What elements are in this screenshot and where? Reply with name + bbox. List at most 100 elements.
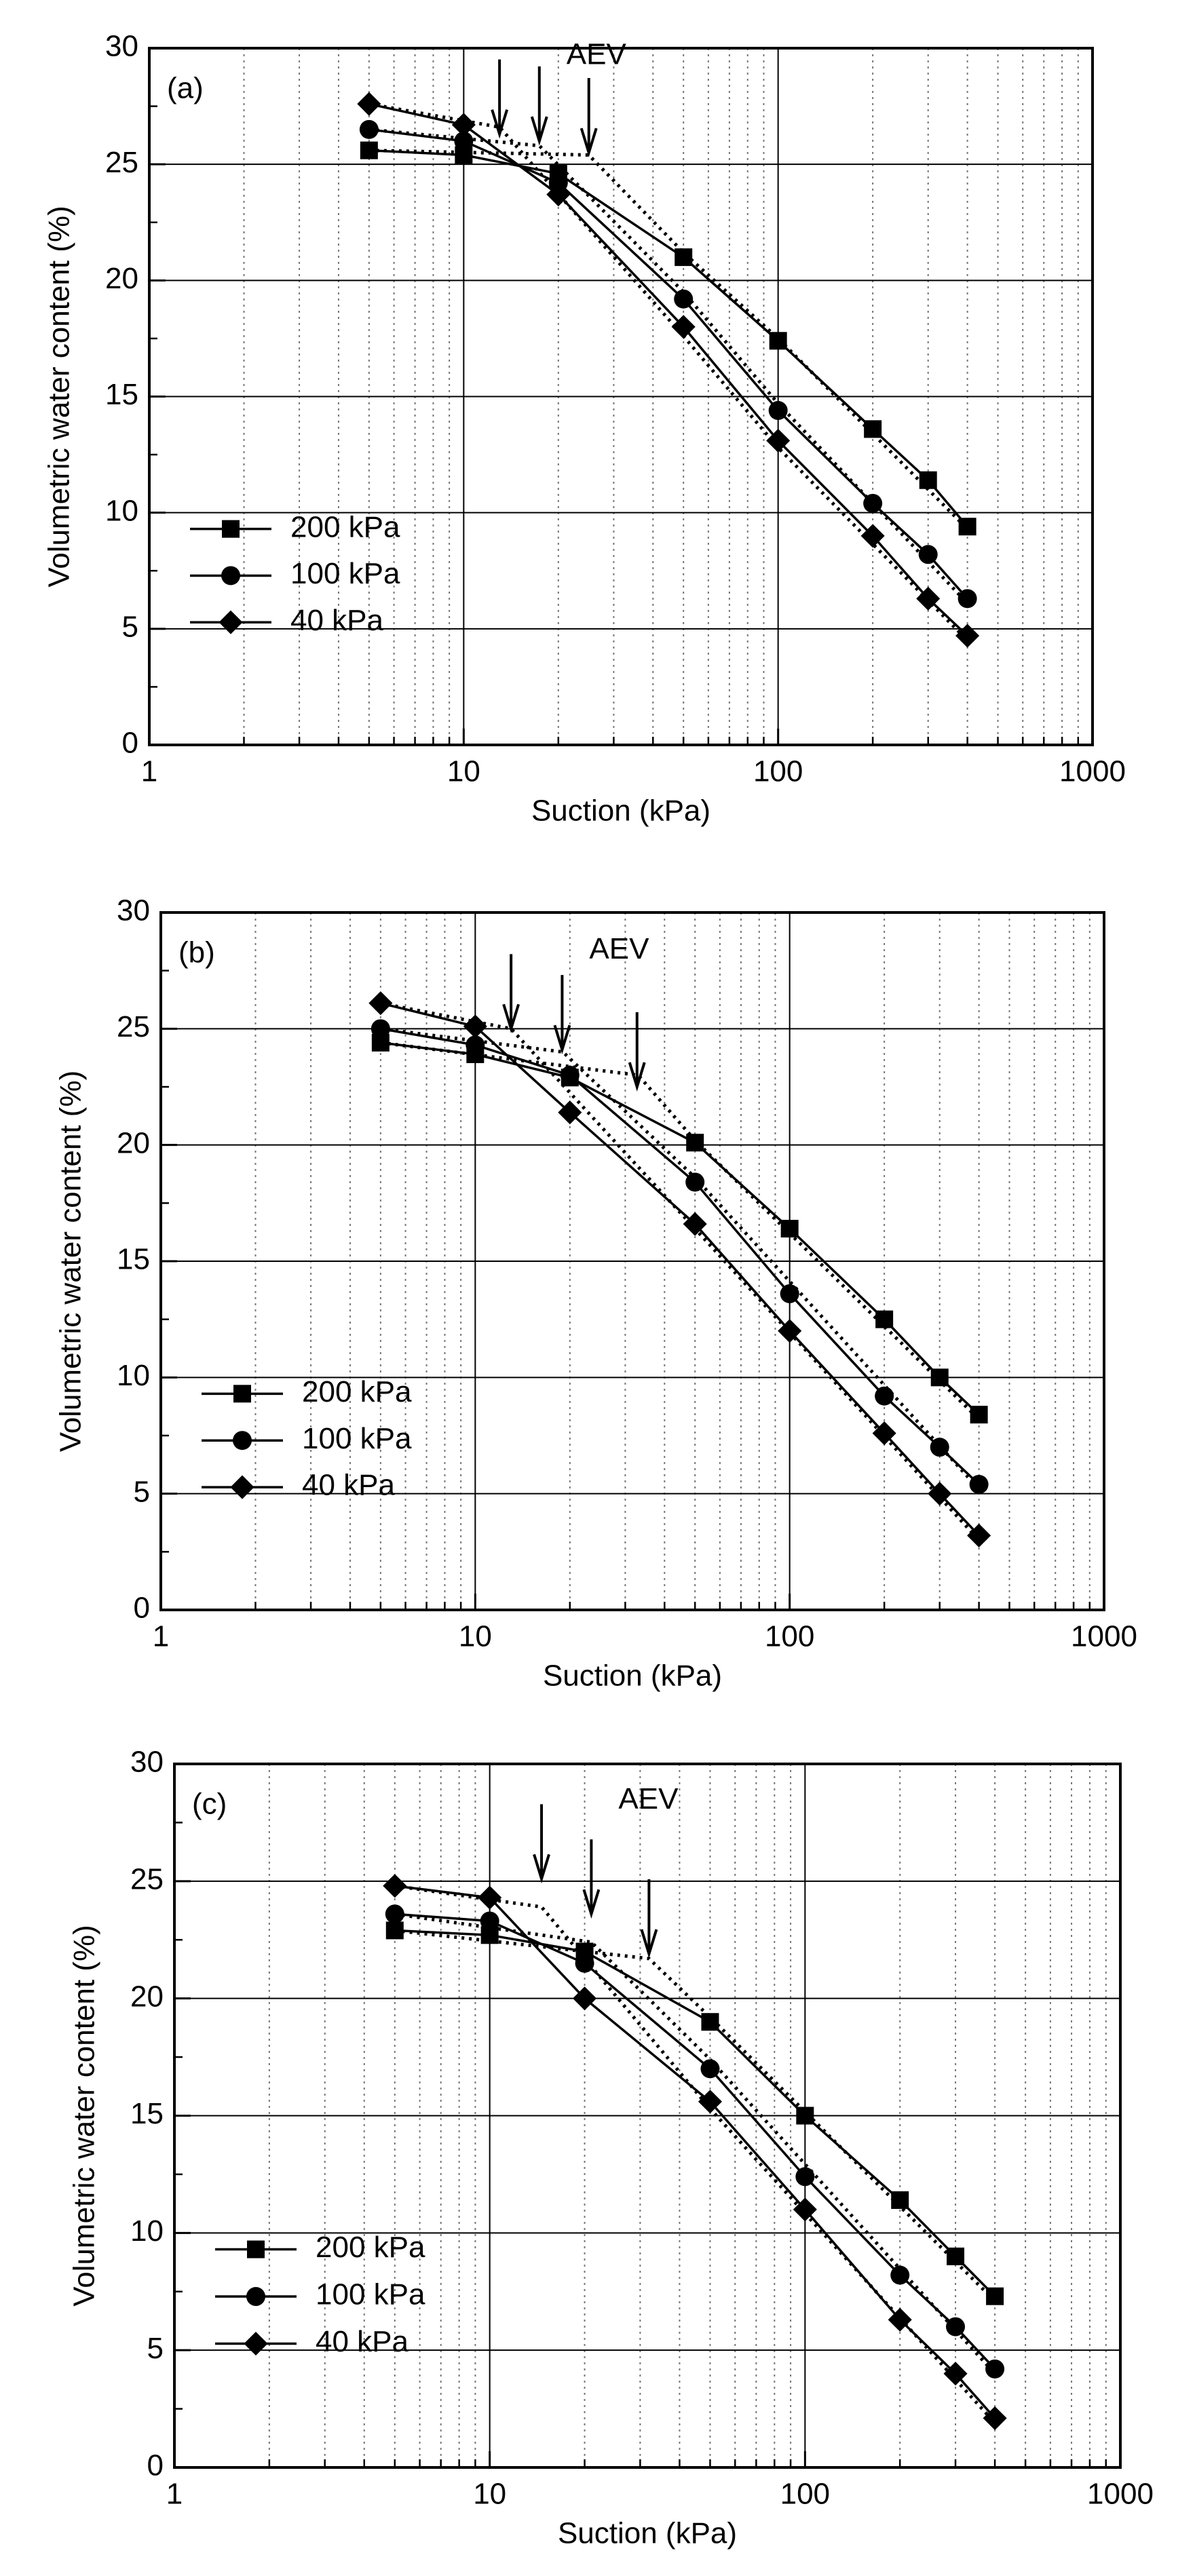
data-point	[768, 401, 788, 421]
data-point	[919, 471, 937, 489]
data-point	[700, 2059, 720, 2079]
data-point	[957, 589, 977, 609]
aev-arrowhead	[628, 1062, 646, 1092]
legend-marker	[246, 2287, 265, 2307]
data-point	[930, 1368, 949, 1387]
x-tick-label: 1	[153, 1620, 169, 1653]
data-point	[546, 182, 571, 207]
legend-label: 40 kPa	[290, 604, 384, 637]
aev-arrowhead	[530, 116, 548, 146]
data-point	[967, 1523, 991, 1547]
data-point	[357, 92, 381, 116]
data-point	[698, 2090, 723, 2114]
data-point	[466, 1035, 485, 1055]
data-point	[930, 1438, 949, 1457]
data-point	[970, 1406, 988, 1424]
data-point	[780, 1284, 799, 1303]
y-tick-label: 15	[117, 1243, 150, 1276]
legend-marker	[244, 2331, 268, 2356]
data-point	[463, 1014, 487, 1039]
data-point	[766, 428, 791, 453]
data-point	[795, 2167, 815, 2187]
data-point	[451, 113, 476, 137]
aev-arrowhead	[553, 1024, 571, 1055]
fit-line	[368, 102, 969, 642]
data-point	[359, 119, 379, 139]
fit-line	[394, 1928, 996, 2303]
x-tick-label: 10	[459, 1620, 492, 1653]
y-tick-label: 20	[130, 1980, 164, 2013]
y-axis-label: Volumetric water content (%)	[54, 1071, 88, 1452]
data-point	[864, 420, 882, 438]
legend-label: 200 kPa	[290, 510, 400, 543]
series-line	[394, 1929, 996, 2297]
data-point	[985, 2359, 1005, 2379]
data-point	[671, 315, 696, 339]
data-point	[780, 1220, 799, 1238]
data-point	[575, 1953, 594, 1973]
legend-marker	[233, 1431, 252, 1450]
y-tick-label: 10	[117, 1359, 150, 1392]
data-point	[480, 1911, 499, 1931]
fit-line	[380, 1001, 981, 1541]
data-point	[371, 1019, 390, 1039]
data-point	[891, 2191, 909, 2209]
data-point	[793, 2197, 817, 2222]
data-point	[918, 545, 938, 564]
data-point	[983, 2406, 1007, 2430]
y-tick-label: 30	[117, 894, 150, 927]
fit-line	[394, 1884, 996, 2424]
legend-label: 100 kPa	[316, 2278, 425, 2311]
legend-marker	[230, 1475, 254, 1499]
legend-label: 40 kPa	[316, 2325, 409, 2358]
fit-line	[368, 149, 969, 531]
x-tick-label: 1	[166, 2478, 183, 2511]
y-tick-label: 5	[122, 610, 138, 643]
y-tick-label: 5	[147, 2332, 164, 2365]
aev-label: AEV	[589, 932, 649, 965]
data-point	[572, 1986, 597, 2011]
legend-label: 100 kPa	[302, 1422, 412, 1455]
legend-label: 40 kPa	[302, 1469, 396, 1502]
data-point	[778, 1319, 802, 1343]
series-line	[380, 1001, 980, 1537]
aev-label: AEV	[567, 37, 627, 71]
legend-marker	[219, 610, 243, 634]
data-point	[796, 2107, 814, 2125]
data-point	[368, 991, 393, 1016]
y-tick-label: 20	[105, 262, 138, 295]
y-tick-label: 30	[130, 1746, 164, 1779]
data-point	[769, 332, 787, 350]
y-tick-label: 25	[117, 1010, 150, 1043]
x-axis-label: Suction (kPa)	[531, 794, 710, 828]
y-axis-label: Volumetric water content (%)	[43, 206, 76, 587]
series-line	[368, 149, 968, 528]
data-point	[890, 2265, 910, 2285]
aev-arrowhead	[582, 1889, 601, 1919]
series-line	[394, 1885, 996, 2419]
x-tick-label: 10	[447, 755, 480, 788]
data-point	[383, 1874, 407, 1898]
aev-arrowhead	[491, 109, 509, 139]
legend-label: 100 kPa	[290, 557, 400, 590]
fit-line	[380, 1041, 981, 1421]
aev-arrowhead	[580, 128, 598, 157]
data-point	[916, 586, 941, 611]
legend-label: 200 kPa	[302, 1375, 412, 1408]
y-tick-label: 15	[105, 378, 138, 411]
data-point	[986, 2287, 1004, 2305]
data-point	[875, 1310, 894, 1328]
data-point	[478, 1885, 502, 1910]
data-point	[969, 1474, 989, 1494]
y-tick-label: 30	[105, 30, 138, 63]
plot-frame	[173, 1763, 1122, 2469]
legend-marker	[233, 1385, 251, 1403]
x-tick-label: 100	[765, 1620, 814, 1653]
aev-arrowhead	[533, 1853, 550, 1884]
data-point	[454, 131, 474, 151]
data-point	[860, 524, 885, 548]
y-tick-label: 0	[134, 1592, 150, 1625]
legend-marker	[247, 2240, 265, 2258]
